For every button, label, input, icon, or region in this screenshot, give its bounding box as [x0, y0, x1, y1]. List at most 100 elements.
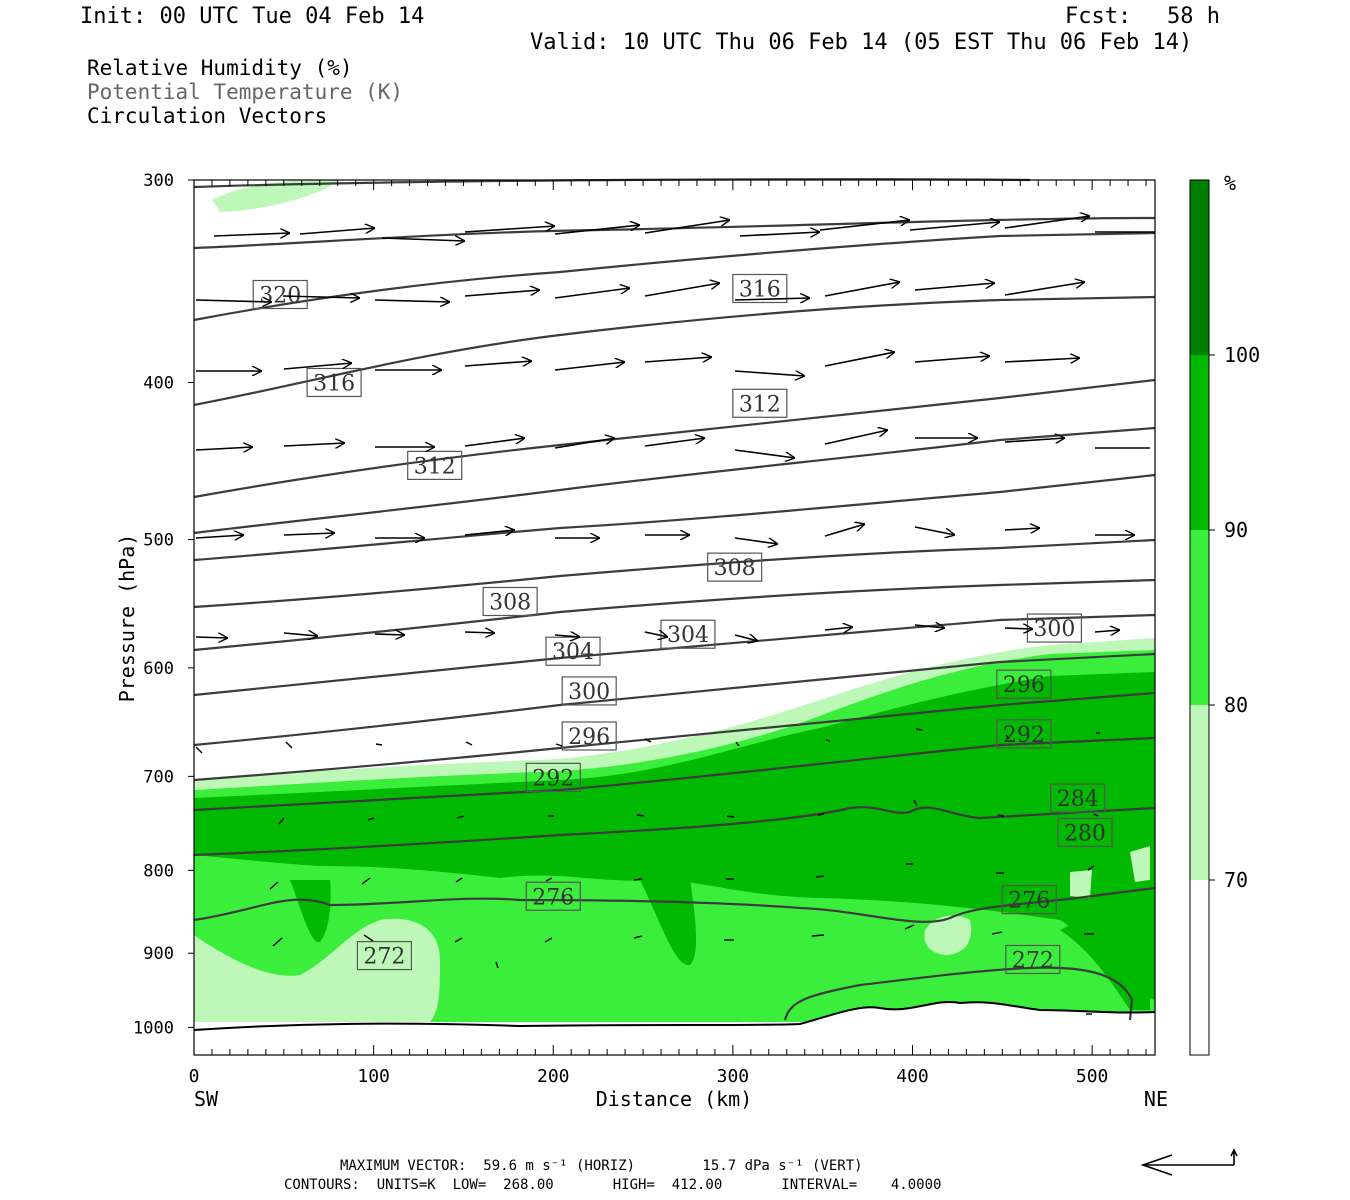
wind-vector	[633, 878, 643, 881]
y-tick-label: 500	[143, 531, 174, 551]
rh-80-right-patch	[1070, 870, 1092, 898]
wind-vector	[278, 817, 285, 825]
theta-contour-line	[783, 966, 1134, 1021]
theta-label: 308	[714, 556, 756, 581]
wind-vector	[554, 225, 640, 235]
rh-80-edge-patch	[1130, 846, 1150, 882]
below-ground-mask	[194, 1002, 1155, 1055]
circulation-vectors	[195, 216, 1155, 1015]
wind-vector	[464, 226, 555, 233]
forecast-label: Fcst:	[1065, 4, 1132, 29]
wind-vector	[495, 961, 499, 969]
rh-70-upper-patch	[212, 179, 340, 212]
theta-contour-line	[193, 295, 1156, 407]
x-start-label: SW	[194, 1087, 219, 1111]
theta-contour-line	[193, 736, 1156, 812]
theta-label: 316	[313, 371, 355, 396]
theta-label: 276	[532, 885, 574, 910]
wind-vector	[282, 296, 360, 298]
theta-label: 300	[1033, 617, 1075, 642]
colorbar-band-100	[1190, 180, 1209, 355]
theta-label: 296	[568, 725, 610, 750]
wind-vector	[815, 875, 825, 878]
rh-shading	[194, 179, 1155, 1055]
forecast-hours: 58 h	[1167, 4, 1220, 29]
colorbar-band-90	[1190, 355, 1209, 530]
wind-vector	[213, 233, 290, 236]
theta-label-box	[732, 388, 788, 418]
wind-vector	[195, 637, 228, 638]
wind-vector	[464, 438, 525, 447]
plot-frame	[193, 179, 1156, 1056]
wind-vector	[464, 632, 495, 633]
wind-vector	[644, 738, 652, 743]
wind-vector	[735, 741, 740, 747]
wind-vector	[554, 362, 625, 371]
theta-label-box	[1057, 817, 1113, 847]
wind-vector	[726, 815, 735, 818]
ground-contour	[193, 1001, 1156, 1031]
field-theta-label: Potential Temperature (K)	[87, 80, 404, 104]
wind-vector	[824, 282, 900, 297]
colorbar-label: 80	[1224, 693, 1248, 717]
x-tick-label: 0	[189, 1066, 200, 1087]
theta-label: 280	[1064, 821, 1106, 846]
wind-vector	[914, 356, 990, 363]
colorbar-band-below	[1190, 880, 1209, 1055]
wind-vector	[1093, 813, 1099, 817]
rh-90-fold-a	[290, 880, 331, 943]
max-vector-text: MAXIMUM VECTOR: 59.6 m s⁻¹ (HORIZ) 15.7 …	[340, 1158, 863, 1174]
rh-80-mid-patch	[924, 915, 972, 955]
theta-label: 292	[532, 766, 574, 791]
wind-vector	[914, 283, 995, 291]
wind-vector	[299, 228, 375, 235]
y-tick-label: 600	[143, 659, 174, 679]
init-time: Init: 00 UTC Tue 04 Feb 14	[80, 4, 425, 29]
theta-contour-line	[193, 613, 1156, 697]
theta-label: 284	[1057, 787, 1099, 812]
wind-vector	[824, 430, 888, 445]
wind-vector	[1004, 358, 1080, 362]
wind-vector	[644, 220, 730, 234]
theta-label-box	[732, 273, 788, 304]
wind-vector	[909, 222, 1000, 231]
theta-contour-line	[193, 473, 1156, 562]
wind-vector	[464, 530, 515, 535]
wind-vector	[636, 814, 645, 817]
wind-vector	[456, 815, 465, 819]
wind-vector	[554, 635, 580, 637]
theta-label-box	[525, 762, 581, 792]
theta-label-box	[525, 881, 581, 911]
wind-vector	[734, 635, 758, 641]
wind-vector	[825, 739, 831, 742]
theta-label: 272	[1012, 948, 1054, 973]
wind-vector	[363, 934, 374, 942]
wind-vector	[914, 625, 945, 628]
wind-vector	[1004, 282, 1085, 296]
wind-vector	[644, 283, 720, 297]
theta-label: 276	[1008, 889, 1050, 914]
theta-label: 312	[414, 454, 456, 479]
theta-label: 272	[363, 945, 405, 970]
wind-vector	[811, 934, 825, 937]
y-tick-label: 900	[143, 944, 174, 964]
field-vectors-label: Circulation Vectors	[87, 104, 328, 128]
rh-80-left-patch	[194, 918, 440, 1022]
wind-vector	[272, 937, 283, 947]
wind-vector	[545, 877, 553, 882]
wind-vector	[819, 220, 910, 231]
theta-label-box	[356, 940, 413, 971]
theta-label-box	[561, 676, 617, 706]
x-tick-label: 100	[357, 1066, 390, 1087]
y-tick-label: 1000	[133, 1018, 174, 1038]
wind-vector	[283, 633, 318, 636]
wind-vector	[375, 743, 383, 746]
theta-label-box	[482, 586, 538, 617]
theta-contour-line	[193, 806, 1156, 857]
wind-vector	[904, 924, 915, 930]
wind-vector	[283, 443, 345, 446]
theta-label-box	[1005, 944, 1061, 975]
contours-text: CONTOURS: UNITS=K LOW= 268.00 HIGH= 412.…	[284, 1177, 942, 1193]
wind-vector	[1094, 630, 1120, 632]
wind-vector	[734, 370, 805, 376]
